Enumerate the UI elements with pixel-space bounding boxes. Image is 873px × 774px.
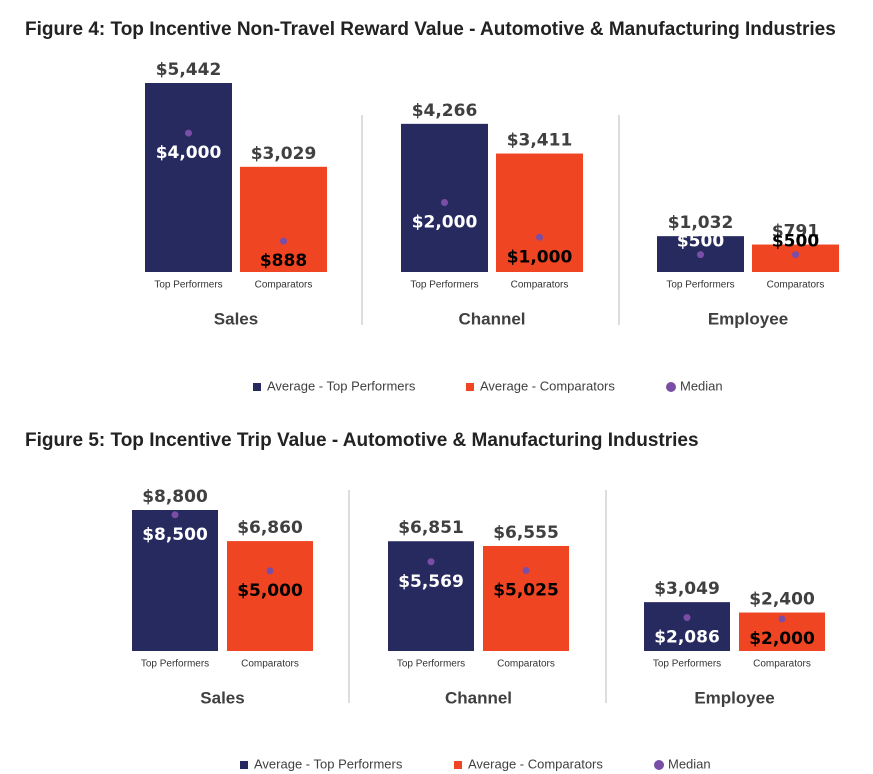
legend-label: Average - Comparators [480,378,615,393]
bar-label: Top Performers [666,280,734,291]
value-label: $6,851 [398,518,464,538]
median-dot [536,233,543,241]
median-label: $500 [677,232,724,252]
bar-label: Comparators [255,280,313,291]
median-dot [778,615,786,623]
legend-label: Median [680,378,723,393]
bar [240,166,327,272]
bar [145,83,232,272]
group-label: Channel [458,309,525,328]
bar-label: Top Performers [397,659,465,670]
value-label: $791 [772,222,819,242]
median-dot [280,237,287,245]
bar [227,541,313,651]
median-label: $1,000 [507,247,573,267]
median-label: $2,000 [749,629,815,649]
bar-label: Comparators [241,659,299,670]
median-label: $500 [772,232,819,252]
median-label: $2,086 [654,628,720,648]
median-dot [522,566,530,574]
value-label: $6,555 [493,523,559,543]
median-label: $4,000 [156,143,222,163]
value-label: $2,400 [749,590,815,610]
bar-label: Comparators [511,280,569,291]
median-dot [441,199,448,207]
bar-label: Top Performers [154,280,222,291]
bar [644,602,730,651]
value-label: $3,049 [654,579,720,599]
bar [401,123,488,272]
value-label: $6,860 [237,518,303,538]
group-label: Sales [200,688,244,707]
legend-swatch [253,383,261,391]
value-label: $8,800 [142,487,208,507]
median-label: $5,000 [237,581,303,601]
median-label: $5,569 [398,572,464,592]
legend-label: Average - Top Performers [267,378,416,393]
chart-title: Figure 4: Top Incentive Non-Travel Rewar… [25,19,836,40]
median-dot [683,614,691,622]
median-label: $8,500 [142,525,208,545]
legend-swatch [466,383,474,391]
median-label: $888 [260,251,307,271]
group-label: Sales [214,309,258,328]
legend-swatch [666,382,676,392]
group-label: Channel [445,688,512,707]
median-label: $5,025 [493,580,559,600]
bar-label: Comparators [767,280,825,291]
median-dot [427,558,435,566]
value-label: $4,266 [412,101,478,121]
bar [496,153,583,272]
legend-swatch [654,760,664,770]
bar [752,244,839,272]
bar-label: Top Performers [410,280,478,291]
bar-label: Comparators [497,659,555,670]
group-label: Employee [694,688,774,707]
bar [388,541,474,651]
legend-swatch [240,761,248,769]
value-label: $1,032 [668,213,734,233]
group-label: Employee [708,309,788,328]
value-label: $3,029 [251,144,317,164]
bar [132,510,218,651]
bar-label: Top Performers [141,659,209,670]
median-dot [185,129,192,137]
median-label: $2,000 [412,213,478,233]
median-dot [266,567,274,575]
median-dot [697,251,704,259]
median-dot [792,251,799,259]
bar [483,545,569,651]
bar-label: Comparators [753,659,811,670]
value-label: $5,442 [156,60,222,80]
value-label: $3,411 [507,131,573,151]
legend-label: Median [668,756,711,771]
legend-label: Average - Top Performers [254,756,403,771]
legend-swatch [454,761,462,769]
bar-label: Top Performers [653,659,721,670]
median-dot [171,511,179,519]
chart-title: Figure 5: Top Incentive Trip Value - Aut… [25,430,699,451]
legend-label: Average - Comparators [468,756,603,771]
